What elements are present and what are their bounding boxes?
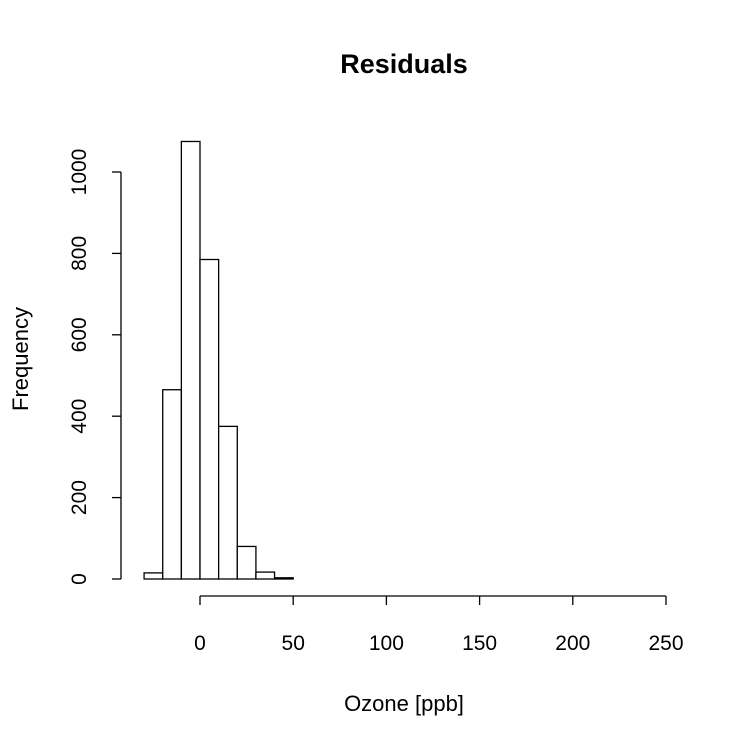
y-axis: 0 200 400 600 800 1000 [68,149,122,585]
y-tick-label: 200 [68,480,91,515]
x-tick-label: 50 [282,632,305,655]
y-tick-label: 400 [68,399,91,434]
histogram-bar [199,258,220,580]
chart-title: Residuals [340,49,468,79]
x-tick-label: 100 [369,632,404,655]
x-axis-label: Ozone [ppb] [344,691,464,716]
y-tick-label: 0 [68,573,91,585]
x-tick-label: 150 [462,632,497,655]
histogram-bar [162,389,183,580]
histogram-bar [180,140,201,580]
x-tick-label: 200 [555,632,590,655]
x-tick-label: 250 [648,632,683,655]
y-tick-label: 800 [68,236,91,271]
histogram-bars [143,140,294,580]
y-tick-label: 1000 [68,149,91,196]
y-tick-label: 600 [68,317,91,352]
histogram-bar [273,577,294,580]
histogram-bar [236,545,257,580]
histogram-bar [143,572,164,580]
histogram-bar [255,571,276,580]
histogram-bar [217,425,238,580]
y-axis-label: Frequency [8,307,33,411]
x-tick-label: 0 [194,632,206,655]
x-axis: 0 50 100 150 200 250 [194,595,684,655]
